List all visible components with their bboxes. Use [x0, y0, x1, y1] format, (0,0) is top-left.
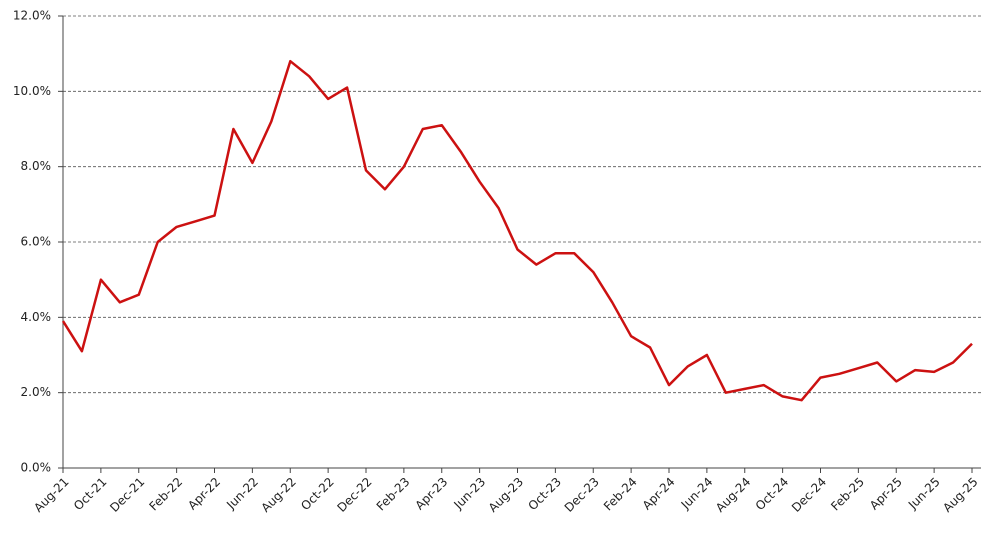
y-tick-label: 12.0% — [13, 9, 51, 23]
y-tick-label: 4.0% — [21, 310, 52, 324]
x-tick-label: Jun-23 — [450, 475, 488, 513]
x-tick-label: Jun-24 — [678, 475, 716, 513]
y-tick-label: 6.0% — [21, 235, 52, 249]
x-tick-label: Dec-24 — [789, 475, 829, 515]
x-tick-label: Oct-22 — [298, 475, 336, 513]
x-tick-label: Aug-22 — [259, 475, 299, 515]
x-tick-label: Jun-22 — [223, 475, 261, 513]
x-tick-label: Dec-22 — [334, 475, 374, 515]
x-tick-label: Apr-24 — [640, 475, 678, 513]
x-tick-label: Apr-22 — [185, 475, 223, 513]
x-tick-label: Feb-22 — [146, 475, 185, 514]
y-tick-label: 10.0% — [13, 84, 51, 98]
x-tick-label: Feb-25 — [828, 475, 867, 514]
x-tick-label: Oct-24 — [753, 475, 791, 513]
line — [61, 59, 973, 402]
x-tick-label: Aug-21 — [31, 475, 71, 515]
x-tick-label: Oct-21 — [71, 475, 109, 513]
x-tick-label: Feb-23 — [374, 475, 413, 514]
x-tick-label: Feb-24 — [601, 475, 640, 514]
y-tick-label: 2.0% — [21, 385, 52, 399]
x-tick-label: Aug-25 — [940, 475, 980, 515]
x-tick-label: Oct-23 — [526, 475, 564, 513]
y-tick-label: 0.0% — [21, 461, 52, 475]
x-tick-label: Dec-21 — [107, 475, 147, 515]
x-tick-label: Apr-25 — [867, 475, 905, 513]
x-tick-label: Jun-25 — [905, 475, 943, 513]
x-tick-label: Aug-24 — [713, 475, 753, 515]
y-tick-label: 8.0% — [21, 159, 52, 173]
x-tick-label: Apr-23 — [412, 475, 450, 513]
x-tick-label: Aug-23 — [486, 475, 526, 515]
x-tick-label: Dec-23 — [562, 475, 602, 515]
